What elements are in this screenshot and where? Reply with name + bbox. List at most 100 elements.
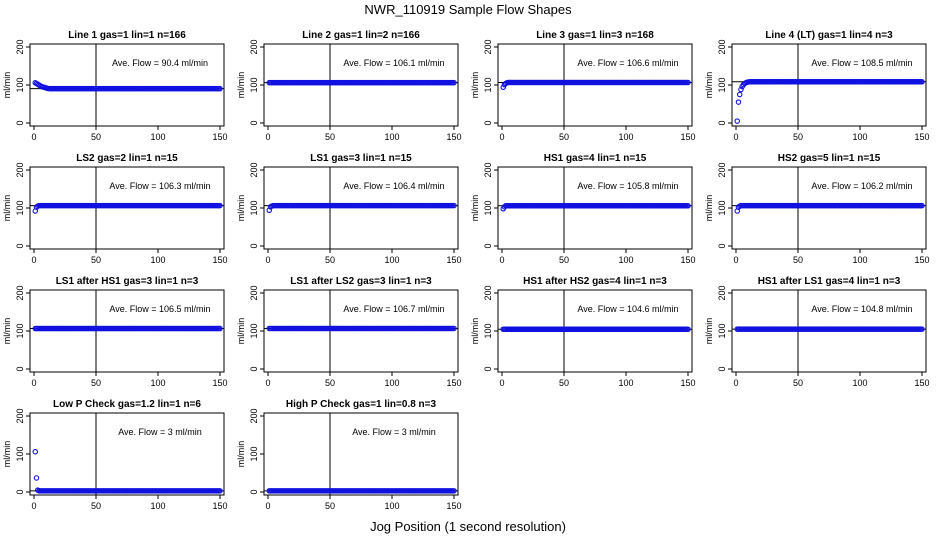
y-tick-label: 100 [249,446,259,461]
panel-title: LS1 after HS1 gas=3 lin=1 n=3 [56,276,199,287]
data-point [685,326,691,333]
y-tick-label: 0 [483,120,493,125]
average-flow-annotation: Ave. Flow = 3 ml/min [352,427,436,437]
data-point [266,207,272,214]
panel-title: HS1 after LS1 gas=4 lin=1 n=3 [758,276,901,287]
x-tick-label: 150 [914,255,929,265]
y-tick-label: 0 [249,366,259,371]
plot-frame [731,43,927,127]
x-axis-label: Jog Position (1 second resolution) [370,519,566,534]
data-point [217,202,223,209]
x-tick-label: 0 [265,378,270,388]
x-tick-label: 50 [559,132,569,142]
panel-13: Low P Check gas=1.2 lin=1 n=6 ml/min 0 50 10… [2,399,228,511]
x-tick-label: 100 [150,132,165,142]
y-tick-label: 100 [483,200,493,215]
x-tick-label: 50 [793,378,803,388]
y-tick-label: 100 [717,323,727,338]
y-tick-label: 200 [15,285,25,300]
y-tick-label: 0 [15,489,25,494]
panel-title: LS1 gas=3 lin=1 n=15 [310,153,412,164]
x-tick-label: 100 [384,501,399,511]
y-tick-label: 100 [483,77,493,92]
x-tick-label: 0 [265,501,270,511]
y-axis-label: ml/min [704,318,714,345]
panel-title: LS2 gas=2 lin=1 n=15 [76,153,178,164]
y-tick-label: 100 [249,200,259,215]
panel-5: LS2 gas=2 lin=1 n=15 ml/min 0 50 100 150 0 100 2… [2,153,228,265]
y-tick-label: 100 [15,446,25,461]
panel-12: HS1 after LS1 gas=4 lin=1 n=3 ml/min 0 50 10… [704,276,930,388]
data-point [685,79,691,86]
x-tick-label: 150 [914,132,929,142]
y-tick-label: 0 [249,489,259,494]
y-axis-label: ml/min [236,72,246,99]
x-tick-label: 100 [852,132,867,142]
data-point [451,202,457,209]
data-point [451,325,457,332]
data-point [500,84,506,91]
y-tick-label: 100 [249,77,259,92]
x-tick-label: 50 [325,501,335,511]
panel-title: HS1 gas=4 lin=1 n=15 [544,153,647,164]
average-flow-annotation: Ave. Flow = 106.2 ml/min [811,181,912,191]
data-point [735,99,742,105]
y-axis-label: ml/min [2,72,12,99]
x-tick-label: 0 [31,378,36,388]
panel-title: Line 3 gas=1 lin=3 n=168 [536,30,654,41]
panel-title: Low P Check gas=1.2 lin=1 n=6 [53,399,201,410]
x-tick-label: 150 [446,378,461,388]
panel-9: LS1 after HS1 gas=3 lin=1 n=3 ml/min 0 50 10… [2,276,228,388]
x-tick-label: 50 [91,132,101,142]
x-tick-label: 0 [733,255,738,265]
x-tick-label: 0 [499,255,504,265]
x-tick-label: 100 [384,132,399,142]
panel-title: HS1 after HS2 gas=4 lin=1 n=3 [523,276,667,287]
panels: Line 1 gas=1 lin=1 n=166 ml/min 0 50 100 150 0… [2,30,930,511]
y-tick-label: 200 [717,39,727,54]
y-axis-label: ml/min [704,195,714,222]
y-tick-label: 200 [249,162,259,177]
x-tick-label: 150 [212,132,227,142]
average-flow-annotation: Ave. Flow = 104.6 ml/min [577,304,678,314]
panel-title: High P Check gas=1 lin=0.8 n=3 [286,399,437,410]
y-tick-label: 200 [15,408,25,423]
figure-title: NWR_110919 Sample Flow Shapes [364,2,572,17]
x-tick-label: 150 [446,501,461,511]
panel-title: Line 1 gas=1 lin=1 n=166 [68,30,186,41]
y-tick-label: 200 [249,285,259,300]
y-axis-label: ml/min [470,72,480,99]
x-tick-label: 150 [446,132,461,142]
panel-2: Line 2 gas=1 lin=2 n=166 ml/min 0 50 100 150 0… [236,30,462,142]
panel-title: LS1 after LS2 gas=3 lin=1 n=3 [290,276,432,287]
y-tick-label: 200 [15,39,25,54]
x-tick-label: 50 [325,132,335,142]
x-tick-label: 50 [325,378,335,388]
x-tick-label: 0 [31,132,36,142]
panel-1: Line 1 gas=1 lin=1 n=166 ml/min 0 50 100 150 0… [2,30,228,142]
average-flow-annotation: Ave. Flow = 106.3 ml/min [109,181,210,191]
y-axis-label: ml/min [236,318,246,345]
y-tick-label: 0 [717,243,727,248]
y-axis-label: ml/min [236,195,246,222]
x-tick-label: 150 [680,132,695,142]
data-point [451,79,457,86]
x-tick-label: 0 [265,132,270,142]
x-tick-label: 0 [499,378,504,388]
x-tick-label: 50 [91,255,101,265]
y-tick-label: 200 [249,39,259,54]
x-tick-label: 100 [852,378,867,388]
x-tick-label: 50 [793,132,803,142]
x-tick-label: 50 [559,255,569,265]
y-tick-label: 100 [15,323,25,338]
panel-3: Line 3 gas=1 lin=3 n=168 ml/min 0 50 100 150 0… [470,30,696,142]
y-axis-label: ml/min [2,318,12,345]
data-point [919,79,925,85]
average-flow-annotation: Ave. Flow = 106.7 ml/min [343,304,444,314]
y-tick-label: 0 [15,366,25,371]
x-tick-label: 0 [31,255,36,265]
average-flow-annotation: Ave. Flow = 108.5 ml/min [811,58,912,68]
x-tick-label: 50 [559,378,569,388]
x-tick-label: 0 [31,501,36,511]
